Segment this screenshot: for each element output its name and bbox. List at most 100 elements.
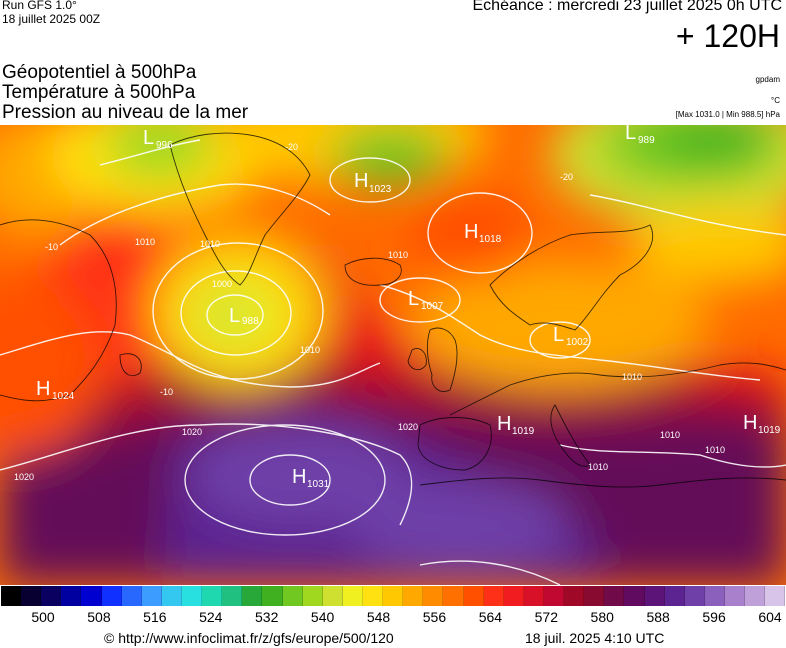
color-scale-swatch (503, 586, 524, 606)
color-scale-swatch (1, 586, 22, 606)
coast-scandinavia (489, 224, 654, 331)
pressure-center-low: L 988 (229, 305, 259, 327)
color-scale-swatch (121, 586, 142, 606)
color-scale-swatch (161, 586, 182, 606)
color-scale-label: 540 (310, 609, 335, 625)
isobar-label: 1020 (182, 427, 202, 437)
isotherm-label-b: -20 (285, 142, 298, 152)
parameter-geopotential: Géopotentiel à 500hPa (2, 62, 197, 83)
color-scale-swatch (302, 586, 323, 606)
svg-text:1002: 1002 (566, 337, 589, 348)
color-scale-swatch (41, 586, 62, 606)
coast-continental-europe (449, 362, 786, 416)
svg-text:1019: 1019 (512, 426, 535, 437)
isobar-label: 1010 (135, 237, 155, 247)
parameter-temperature: Température à 500hPa (2, 82, 196, 103)
isobar-low-1007 (379, 277, 461, 323)
color-scale-swatch (362, 586, 384, 606)
color-scale-swatch (423, 586, 444, 606)
unit-temperature: °C (771, 96, 780, 105)
pressure-center-low: L 1007 (408, 288, 444, 312)
color-scale-swatch (443, 586, 464, 606)
svg-text:L: L (625, 125, 636, 144)
run-date: 18 juillet 2025 00Z (2, 12, 101, 26)
color-scale-swatch (684, 586, 705, 606)
color-scale-swatch (222, 586, 243, 606)
svg-text:1019: 1019 (758, 425, 781, 436)
color-scale-label: 548 (366, 609, 391, 625)
svg-text:H: H (354, 170, 368, 192)
svg-text:989: 989 (638, 135, 655, 146)
isotherm-label-a: -10 (45, 242, 58, 252)
color-scale-label: 516 (143, 609, 167, 625)
pressure-center-high: H 1019 (743, 412, 781, 436)
svg-text:L: L (408, 288, 419, 310)
color-scale-swatch (181, 586, 203, 606)
svg-text:L: L (229, 305, 240, 327)
isobar-1010-atlantic (0, 331, 381, 388)
pressure-centers: L 996 H 1023 L 989 H 1018 L 988 L 1007 L… (36, 125, 781, 490)
coast-ireland (407, 348, 427, 371)
color-scale-swatch (322, 586, 343, 606)
color-scale-swatch (564, 586, 585, 606)
svg-text:1024: 1024 (52, 391, 75, 402)
isobars (0, 139, 786, 585)
color-scale-swatch (101, 586, 122, 606)
svg-text:H: H (743, 412, 757, 434)
source-url: © http://www.infoclimat.fr/z/gfs/europe/… (104, 630, 394, 646)
color-scale-swatch (202, 586, 223, 606)
color-scale-swatch (383, 586, 404, 606)
isobar-high-1031-mid (184, 424, 386, 536)
color-scale-swatch (745, 586, 766, 606)
color-scale-swatch (141, 586, 162, 606)
isobar-label: 1020 (398, 422, 418, 432)
color-scale-label: 508 (87, 609, 111, 625)
isobar-high-1031-inner (249, 454, 331, 506)
color-scale-label: 572 (534, 609, 558, 625)
isobar-1010-europe (379, 284, 761, 381)
isobar-high-1023 (329, 157, 411, 203)
svg-text:988: 988 (242, 316, 259, 327)
coast-greenland (169, 132, 311, 286)
color-scale-label: 588 (646, 609, 670, 625)
color-scale-swatch (604, 586, 625, 606)
svg-text:H: H (292, 466, 306, 488)
svg-text:L: L (553, 324, 564, 346)
svg-text:H: H (464, 221, 478, 243)
svg-text:1031: 1031 (307, 479, 330, 490)
color-scale-label: 604 (758, 609, 782, 625)
pressure-center-high: H 1031 (292, 466, 330, 490)
color-scale-swatch (463, 586, 484, 606)
color-scale-swatch (523, 586, 544, 606)
isobar-labels: 1010 1010 1000 1010 1010 1020 1020 1020 … (14, 237, 725, 482)
pressure-center-high: H 1018 (464, 221, 502, 245)
color-scale-label: 556 (422, 609, 447, 625)
color-scale-swatch (262, 586, 283, 606)
isobar-label: 1010 (660, 430, 680, 440)
isobar-1010-med (559, 444, 786, 468)
svg-text:H: H (36, 378, 50, 400)
color-scale-swatch (21, 586, 42, 606)
geopotential-field (0, 125, 786, 585)
valid-time-label: Echéance : mercredi 23 juillet 2025 0h U… (472, 0, 783, 14)
isobar-high-1018 (427, 192, 533, 274)
isobar-low-988-outer (152, 242, 324, 380)
color-scale-swatch (483, 586, 504, 606)
color-scale-label: 580 (590, 609, 614, 625)
color-scale-swatch (342, 586, 363, 606)
coastlines (0, 132, 786, 488)
color-scale-bar (1, 586, 786, 606)
color-scale-label: 500 (31, 609, 55, 625)
color-scale-swatch (61, 586, 82, 606)
color-scale-swatch (624, 586, 645, 606)
isobar-label: 1010 (705, 445, 725, 455)
generation-date: 18 juil. 2025 4:10 UTC (525, 630, 665, 646)
isobar-label: 1010 (200, 239, 220, 249)
color-scale-swatch (81, 586, 102, 606)
parameter-pressure: Pression au niveau de la mer (2, 102, 249, 123)
isobar-1020-atlantic (0, 423, 413, 526)
isobar-label: 1010 (300, 345, 320, 355)
color-scale-swatch (765, 586, 786, 606)
coast-north-america (0, 219, 117, 402)
isotherm-label-d: -10 (160, 387, 173, 397)
